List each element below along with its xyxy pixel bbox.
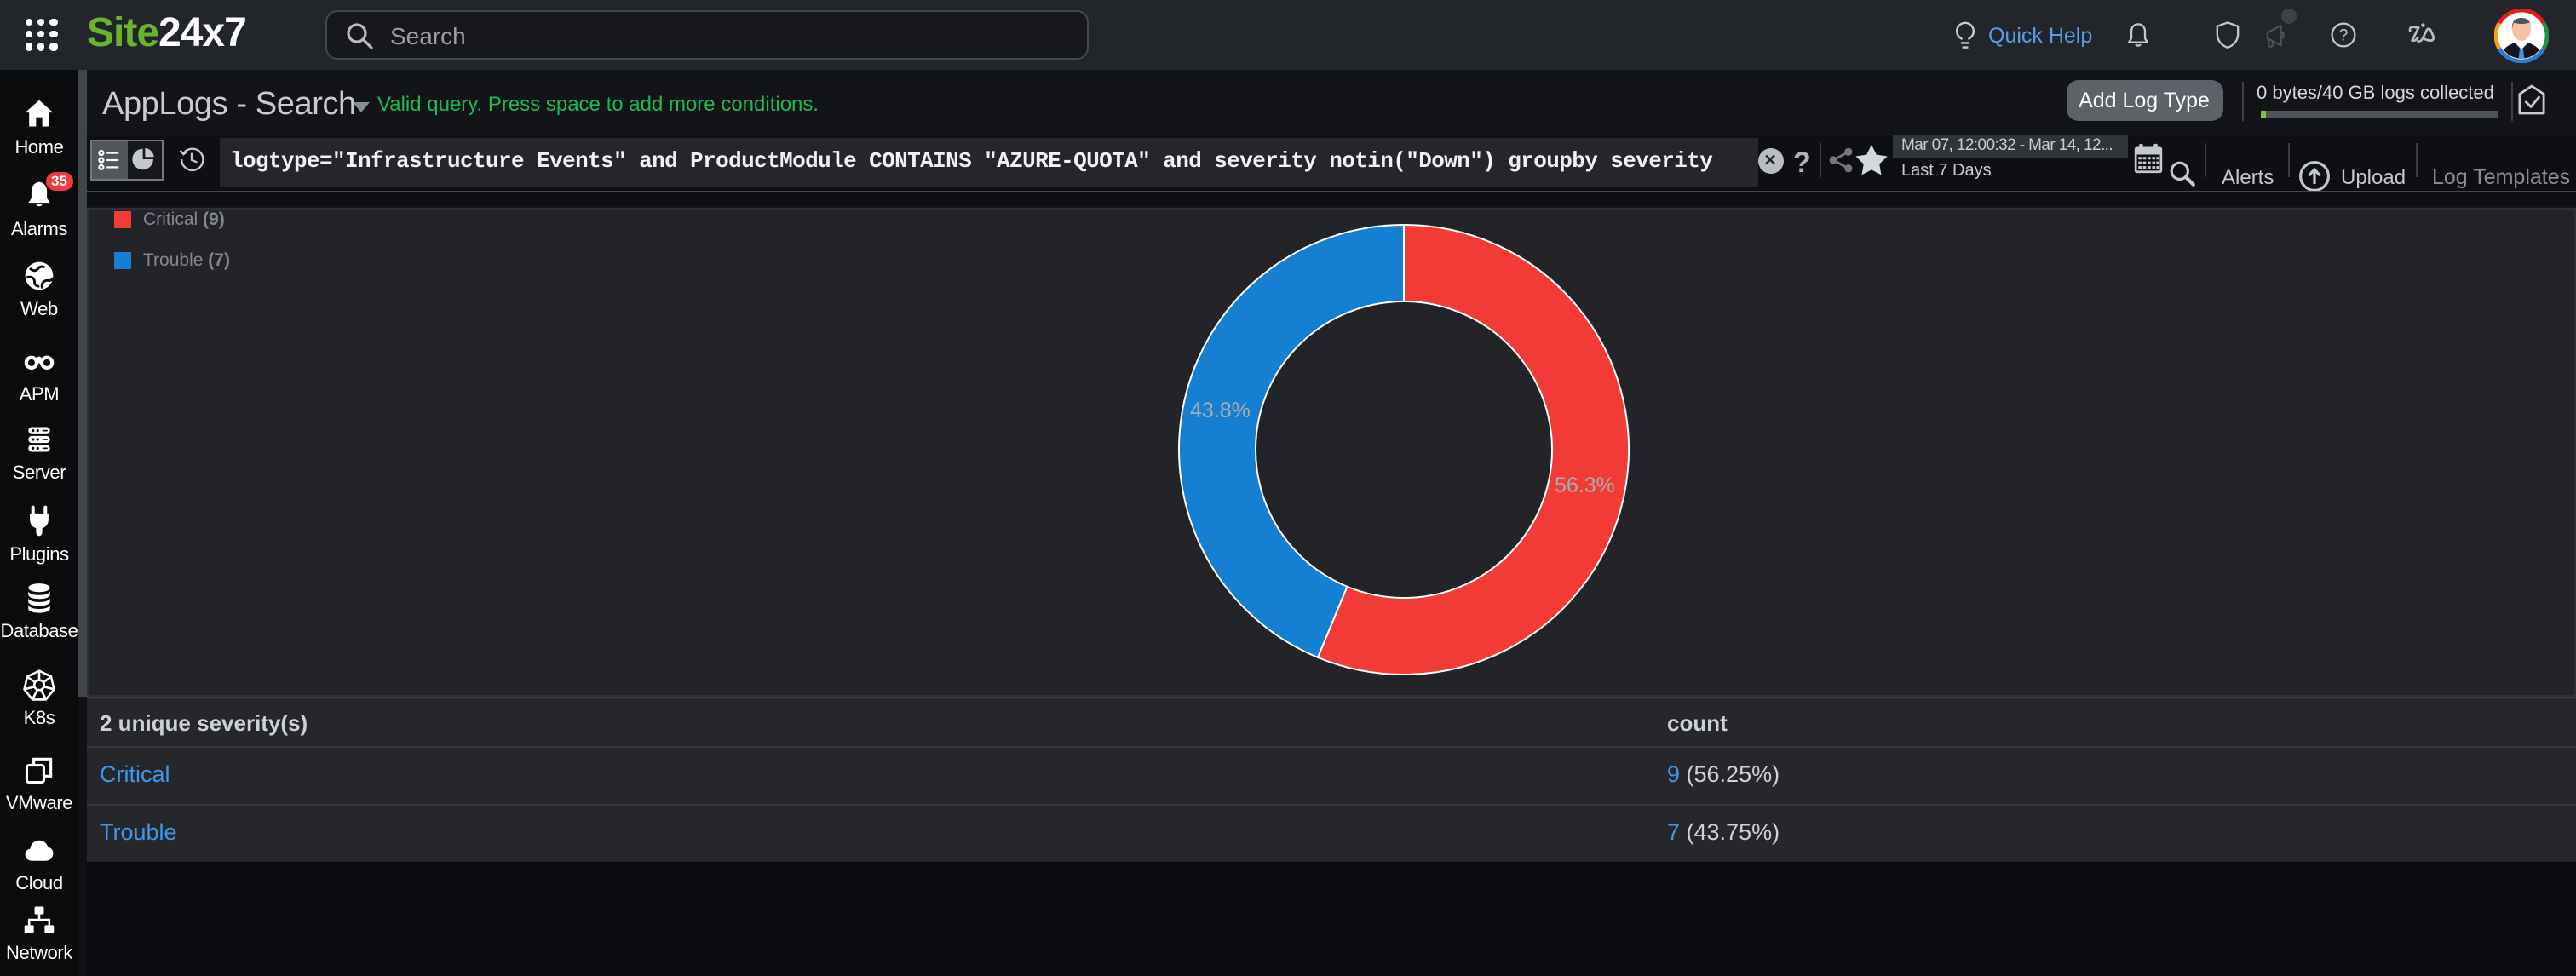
svg-text:?: ?	[2339, 27, 2349, 45]
